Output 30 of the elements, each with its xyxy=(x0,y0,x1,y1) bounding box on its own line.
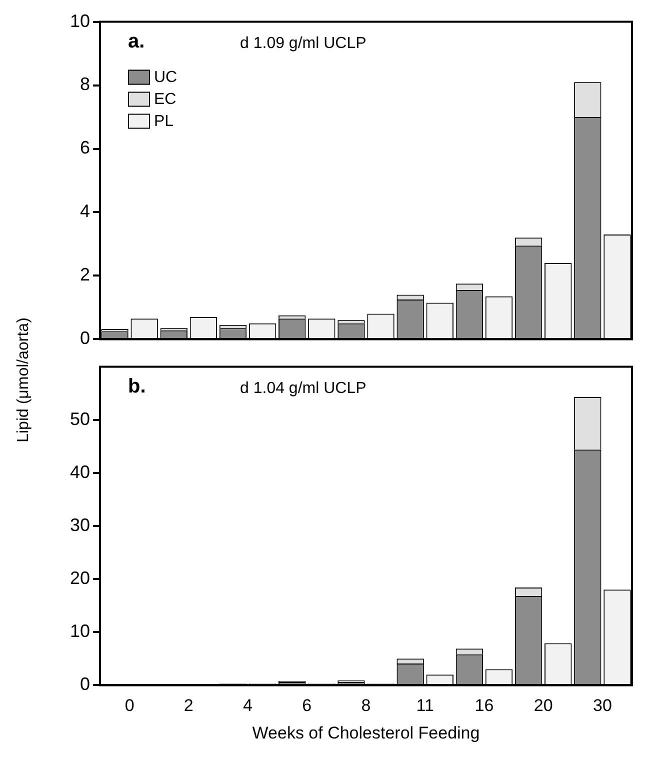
y-tick-label: 30 xyxy=(70,514,90,535)
y-tick-label: 0 xyxy=(80,674,90,694)
x-tick-label: 8 xyxy=(361,696,371,716)
legend-label: UC xyxy=(154,69,178,86)
y-tick-label: 0 xyxy=(80,328,90,348)
legend-label: PL xyxy=(154,113,174,130)
x-tick-label: 16 xyxy=(474,696,494,716)
y-tick-label: 20 xyxy=(70,568,90,588)
y-axis-title: Lipid (μmol/aorta) xyxy=(15,318,33,442)
x-tick-label: 30 xyxy=(592,696,612,716)
y-tick-label: 6 xyxy=(80,138,90,158)
x-axis-title: Weeks of Cholesterol Feeding xyxy=(252,723,480,742)
x-tick-label: 4 xyxy=(243,696,253,716)
y-tick-label: 40 xyxy=(70,462,90,482)
annotation: a. xyxy=(128,30,145,52)
legend-label: EC xyxy=(154,91,176,108)
x-tick-label: 0 xyxy=(124,696,134,716)
y-tick-label: 8 xyxy=(80,74,90,94)
x-tick-label: 6 xyxy=(302,696,312,716)
x-tick-label: 11 xyxy=(416,696,434,716)
text: d 1.09 g/ml UCLP xyxy=(240,35,366,52)
x-tick-label: 2 xyxy=(184,696,194,716)
y-tick-label: 4 xyxy=(80,201,90,222)
y-tick-label: 10 xyxy=(70,10,90,31)
y-tick-label: 2 xyxy=(80,264,90,285)
y-tick-label: 10 xyxy=(70,621,90,642)
text: d 1.04 g/ml UCLP xyxy=(240,380,366,398)
y-tick-label: 50 xyxy=(70,408,90,429)
x-tick-label: 20 xyxy=(534,696,553,716)
annotation: b. xyxy=(128,375,146,398)
